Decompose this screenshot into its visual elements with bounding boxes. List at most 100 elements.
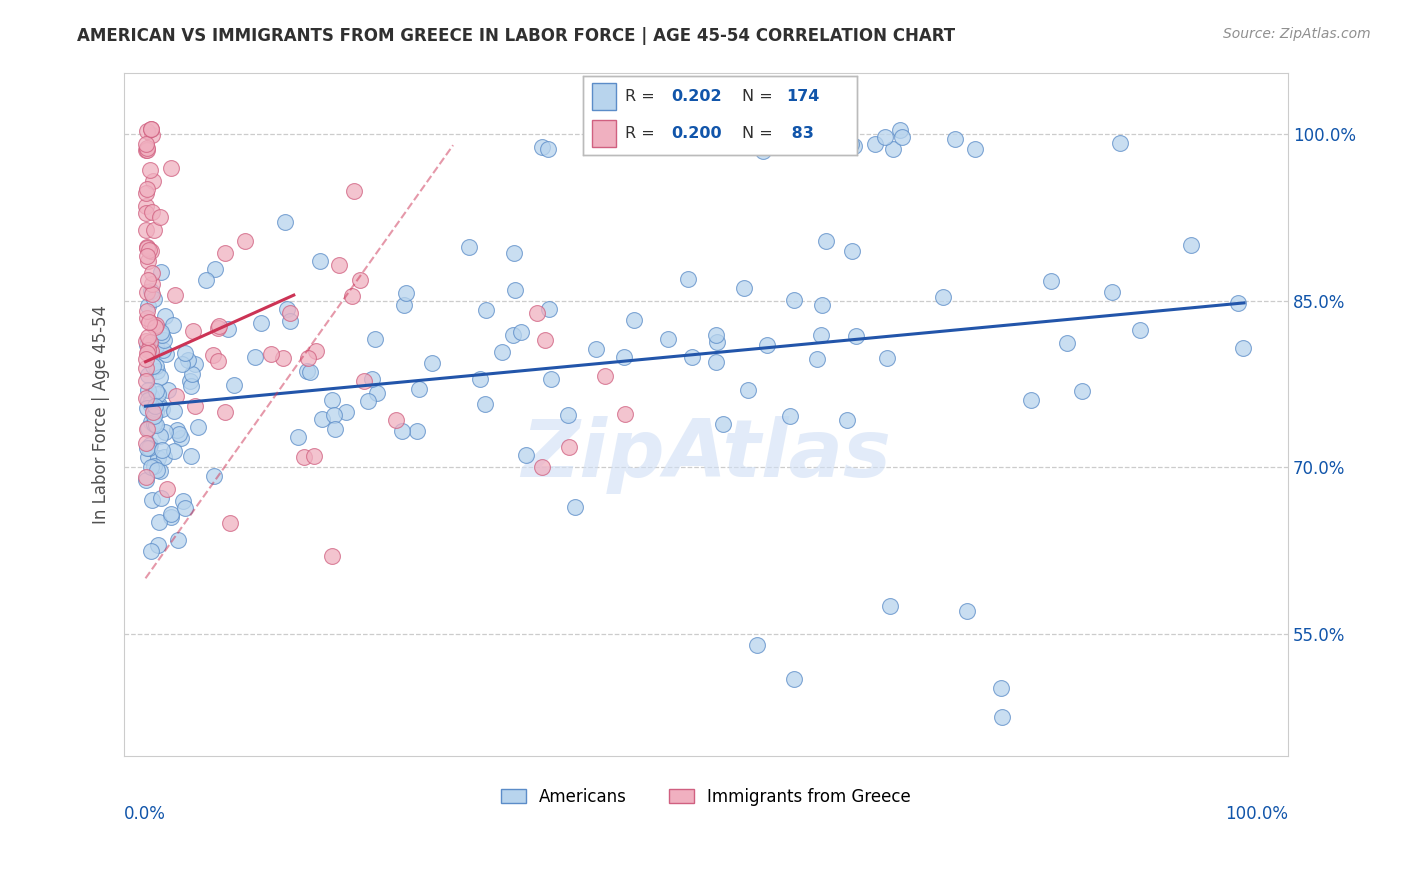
Point — [1180, 238, 1202, 252]
Point — [956, 604, 979, 618]
Point — [1101, 285, 1123, 300]
Point — [1109, 136, 1132, 150]
Legend: Americans, Immigrants from Greece: Americans, Immigrants from Greece — [494, 781, 917, 813]
Point — [224, 378, 246, 392]
Point — [135, 374, 157, 388]
Point — [156, 483, 179, 497]
Point — [179, 374, 201, 388]
Point — [1129, 323, 1152, 337]
Point — [148, 538, 170, 552]
Point — [143, 319, 166, 334]
Point — [139, 244, 162, 259]
Point — [349, 273, 371, 287]
Point — [1056, 335, 1078, 350]
Point — [963, 142, 986, 156]
Point — [136, 310, 159, 325]
Point — [136, 254, 159, 268]
Point — [136, 392, 159, 407]
Point — [783, 293, 806, 308]
Point — [474, 396, 496, 410]
Point — [207, 321, 229, 335]
Point — [194, 273, 217, 287]
Point — [475, 303, 498, 318]
Point — [353, 374, 375, 388]
Point — [405, 425, 427, 439]
Point — [841, 244, 863, 258]
Point — [141, 343, 163, 358]
Point — [135, 143, 157, 157]
Point — [814, 234, 837, 248]
Point — [150, 442, 173, 457]
Point — [149, 464, 172, 478]
Point — [366, 385, 388, 400]
Point — [136, 450, 159, 464]
Point — [689, 137, 711, 152]
Point — [321, 392, 343, 407]
Point — [623, 313, 645, 327]
Point — [752, 144, 775, 158]
Point — [311, 412, 333, 426]
Point — [142, 417, 165, 431]
Point — [321, 549, 343, 563]
Point — [879, 599, 901, 613]
Point — [502, 328, 524, 343]
Point — [153, 425, 176, 439]
Point — [564, 500, 586, 515]
Point — [146, 364, 169, 378]
Point — [145, 359, 167, 373]
Point — [1070, 384, 1092, 398]
Point — [208, 318, 231, 333]
Point — [1226, 296, 1249, 310]
Point — [135, 222, 157, 236]
Point — [681, 350, 703, 364]
Point — [152, 343, 174, 357]
Point — [509, 325, 531, 339]
Point — [163, 444, 186, 458]
Point — [139, 438, 162, 452]
Point — [202, 348, 225, 362]
Point — [184, 399, 207, 413]
Point — [420, 356, 443, 370]
Point — [141, 277, 163, 291]
Point — [704, 327, 727, 342]
Point — [408, 382, 430, 396]
Point — [733, 281, 755, 295]
Point — [145, 339, 167, 353]
Text: 0.0%: 0.0% — [124, 805, 166, 823]
Point — [163, 403, 186, 417]
Text: Source: ZipAtlas.com: Source: ZipAtlas.com — [1223, 27, 1371, 41]
Point — [136, 143, 159, 157]
Point — [149, 429, 172, 443]
Point — [557, 408, 579, 422]
Point — [931, 290, 953, 304]
Point — [943, 132, 966, 146]
Point — [217, 322, 239, 336]
Point — [138, 343, 160, 358]
Point — [136, 141, 159, 155]
Point — [783, 672, 806, 686]
Point — [141, 317, 163, 331]
Point — [135, 206, 157, 220]
Point — [165, 389, 187, 403]
Point — [766, 136, 789, 151]
Point — [233, 234, 256, 248]
Point — [295, 364, 318, 378]
Point — [139, 285, 162, 299]
Point — [135, 137, 157, 152]
Point — [360, 371, 382, 385]
Point — [172, 493, 194, 508]
Point — [162, 318, 184, 333]
Point — [141, 121, 163, 136]
Point — [145, 318, 167, 332]
Point — [135, 391, 157, 405]
Point — [145, 417, 167, 432]
Point — [340, 289, 363, 303]
Point — [152, 450, 174, 464]
Point — [136, 330, 159, 344]
Point — [141, 287, 163, 301]
Point — [690, 133, 713, 147]
Point — [807, 137, 830, 152]
Point — [1232, 342, 1254, 356]
Text: 100.0%: 100.0% — [1225, 805, 1288, 823]
Point — [187, 419, 209, 434]
